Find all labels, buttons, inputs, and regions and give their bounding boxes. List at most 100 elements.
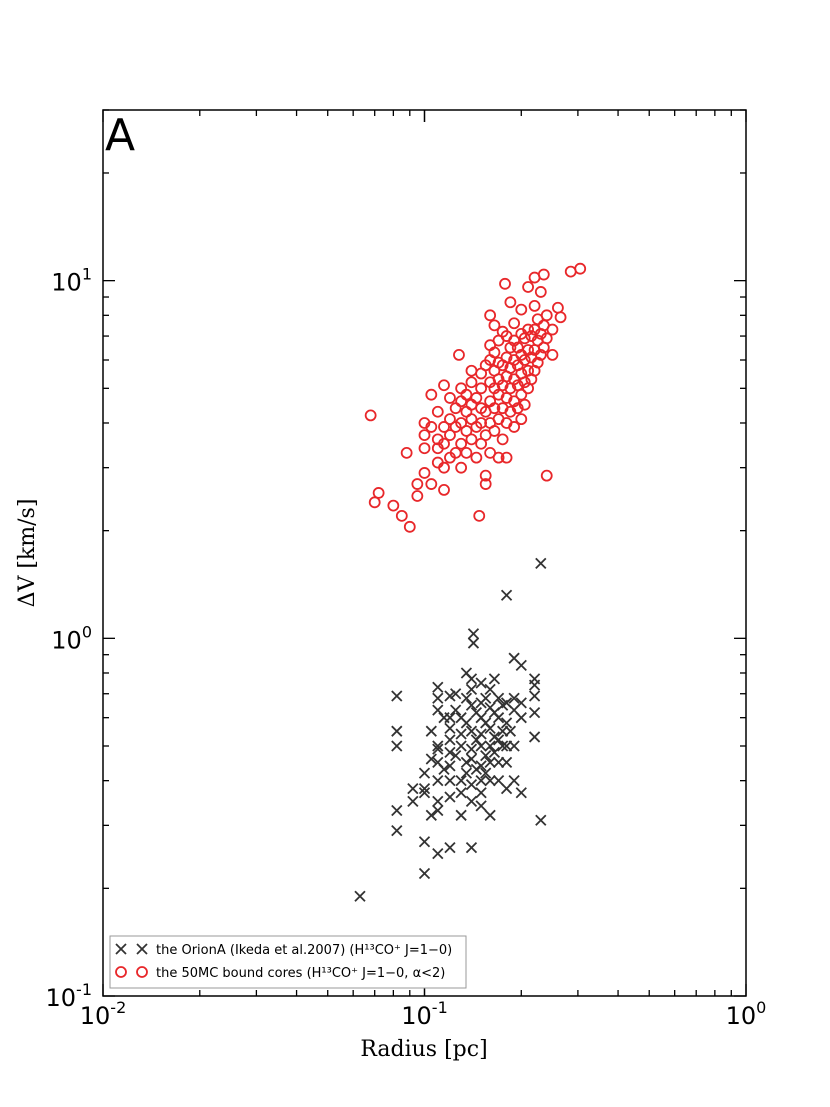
orion-point	[460, 756, 473, 768]
mc50-point	[425, 478, 438, 490]
mc50-point	[449, 402, 462, 415]
orion-point	[391, 725, 403, 737]
orion-point	[480, 767, 492, 779]
mc50-point	[488, 425, 501, 437]
orion-point	[480, 692, 492, 704]
mc50-point	[511, 402, 524, 415]
mc50-point	[473, 509, 486, 522]
orion-point	[444, 841, 456, 854]
mc50-point	[460, 425, 473, 437]
mc50-point	[444, 413, 456, 426]
orion-point	[528, 706, 541, 719]
mc50-point	[540, 332, 553, 345]
mc50-point	[425, 421, 438, 433]
mc50-point	[460, 446, 473, 459]
mc50-point	[444, 392, 456, 404]
orion-point	[500, 717, 513, 729]
mc50-point	[534, 349, 547, 361]
mc50-point	[518, 354, 531, 366]
mc50-point	[400, 446, 413, 459]
mc50-point	[552, 301, 564, 314]
orion-point	[450, 704, 462, 716]
orion-point	[432, 775, 444, 787]
orion-point	[391, 690, 403, 702]
orion-point	[455, 728, 467, 740]
orion-point	[432, 795, 444, 808]
mc50-point	[411, 490, 424, 502]
panel-label: A	[105, 110, 135, 161]
mc50-point	[540, 469, 553, 482]
orion-point	[465, 743, 478, 755]
mc50-point	[411, 478, 424, 490]
axis-ticks	[102, 109, 747, 997]
orion-point	[407, 782, 419, 795]
mc50-point	[534, 286, 547, 298]
mc50-point	[508, 421, 521, 433]
orion-point	[488, 673, 501, 685]
orion-point	[432, 804, 444, 817]
orion-point	[465, 683, 478, 695]
mc50-point	[546, 323, 559, 336]
legend-label: the 50MC bound cores (H¹³CO⁺ J=1−0, α<2)	[156, 966, 445, 981]
mc50-point	[488, 402, 501, 415]
mc50-point	[518, 376, 531, 389]
mc50-point	[438, 421, 450, 433]
mc50-point	[395, 509, 408, 522]
orion-point	[425, 809, 437, 821]
mc50-point	[438, 484, 450, 496]
mc50-point	[508, 373, 521, 386]
mc50-point	[522, 344, 534, 356]
mc50-point	[465, 376, 478, 389]
mc50-point	[455, 417, 468, 429]
orion-point	[444, 791, 456, 803]
orion-point	[425, 753, 437, 765]
orion-point	[438, 763, 450, 776]
mc50-point	[455, 461, 468, 474]
orion-point	[455, 740, 467, 752]
mc50-point	[515, 388, 528, 401]
mc50-point	[488, 319, 501, 332]
legend-box	[109, 935, 467, 989]
mc50-point	[438, 437, 450, 450]
mc50-point	[546, 349, 559, 361]
mc50-point	[499, 277, 511, 290]
mc50-point	[496, 433, 509, 446]
orion-point	[465, 841, 478, 854]
mc50-point	[504, 296, 517, 309]
orion-point	[535, 814, 547, 826]
mc50-point	[484, 446, 497, 459]
legend-label: the OrionA (Ikeda et al.2007) (H¹³CO⁺ J=…	[156, 943, 452, 958]
orion-point	[418, 787, 431, 799]
orion-point	[444, 746, 456, 758]
x-tick-labels: 10-2 10-1 100	[80, 998, 767, 1030]
orion-point	[528, 731, 541, 743]
orion-point	[432, 848, 444, 860]
orion-point	[418, 836, 431, 848]
orion-point	[455, 787, 467, 799]
mc50-point	[528, 299, 541, 312]
mc50-point	[460, 388, 473, 401]
orion-point	[465, 795, 478, 808]
orion-point	[418, 867, 431, 880]
mc50-point	[564, 265, 577, 278]
mc50-point	[518, 398, 531, 411]
mc50-point	[522, 281, 534, 293]
mc50-point	[574, 262, 587, 275]
mc50-point	[484, 309, 497, 322]
orion-point	[492, 756, 505, 768]
orion-point	[492, 692, 505, 704]
mc50-point	[364, 409, 377, 422]
legend-marker-o	[136, 966, 148, 978]
legend-marker-o	[115, 966, 127, 978]
mc50-point	[508, 395, 521, 408]
orion-point	[354, 890, 366, 902]
orion-point	[432, 704, 444, 716]
legend-marker-x	[115, 943, 127, 955]
mc50-point	[537, 268, 550, 281]
orion-point	[515, 787, 527, 799]
mc50-point	[418, 429, 431, 441]
orion-point	[391, 740, 403, 752]
x-axis-label: Radius [pc]	[360, 1037, 487, 1062]
plot-frame	[102, 109, 747, 997]
y-tick-labels: 10-1 100 101	[46, 265, 93, 1012]
